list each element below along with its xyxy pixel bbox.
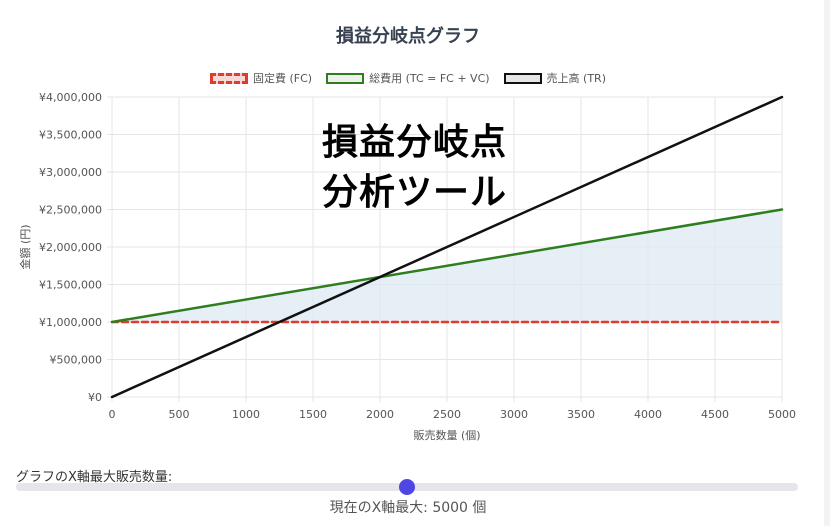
y-tick-label: ¥1,000,000 [39,316,102,329]
chart-svg: 0 500 1000 1500 2000 2500 3000 3500 4000 4500 5000… [18,91,796,442]
y-tick-label: ¥3,000,000 [39,166,102,179]
y-tick-label: ¥4,000,000 [39,91,102,104]
x-tick-label: 0 [109,408,116,421]
x-tick-label: 2000 [366,408,394,421]
y-tick-label: ¥2,000,000 [39,241,102,254]
x-tick-label: 3000 [500,408,528,421]
slider-label: グラフのX軸最大販売数量: [16,470,173,485]
overlay-line-1: 損益分岐点 [322,122,508,163]
legend-swatch-fc [209,72,248,84]
legend-swatch-tc [326,72,365,84]
total-revenue-line [110,95,784,399]
x-tick-label: 500 [169,408,190,421]
y-axis-label: 金額 (円) [18,224,32,269]
x-tick-label: 4500 [701,408,729,421]
x-tick-label: 5000 [768,408,796,421]
overlay-line-2: 分析ツール [322,172,508,213]
x-tick-label: 1500 [299,408,327,421]
legend-label-tr: 売上高 (TR) [546,72,606,85]
page-scrollbar[interactable] [824,0,830,526]
y-tick-label: ¥1,500,000 [39,279,102,292]
overlay-heading: 損益分岐点 分析ツール [322,118,507,218]
legend-item-tc[interactable]: 総費用 (TC = FC + VC) [326,70,490,86]
chart-title: 損益分岐点グラフ [336,26,480,47]
total-cost-line [110,208,784,324]
x-tick-label: 4000 [634,408,662,421]
legend: 固定費 (FC) 総費用 (TC = FC + VC) 売上高 (TR) [0,70,816,86]
legend-item-fc[interactable]: 固定費 (FC) [209,70,313,86]
legend-swatch-tr [503,72,542,84]
legend-label-tc: 総費用 (TC = FC + VC) [369,72,490,85]
x-axis-label: 販売数量 (個) [413,429,480,442]
legend-label-fc: 固定費 (FC) [252,72,313,85]
x-max-slider-thumb[interactable] [399,479,415,495]
y-tick-label: ¥0 [88,391,102,404]
slider-value-readout: 現在のX軸最大: 5000 個 [329,500,487,516]
x-tick-label: 1000 [232,408,260,421]
legend-item-tr[interactable]: 売上高 (TR) [503,70,606,86]
x-tick-label: 2500 [433,408,461,421]
x-tick-label: 3500 [567,408,595,421]
y-tick-label: ¥2,500,000 [39,204,102,217]
y-tick-label: ¥3,500,000 [39,129,102,142]
y-tick-label: ¥500,000 [50,354,103,367]
